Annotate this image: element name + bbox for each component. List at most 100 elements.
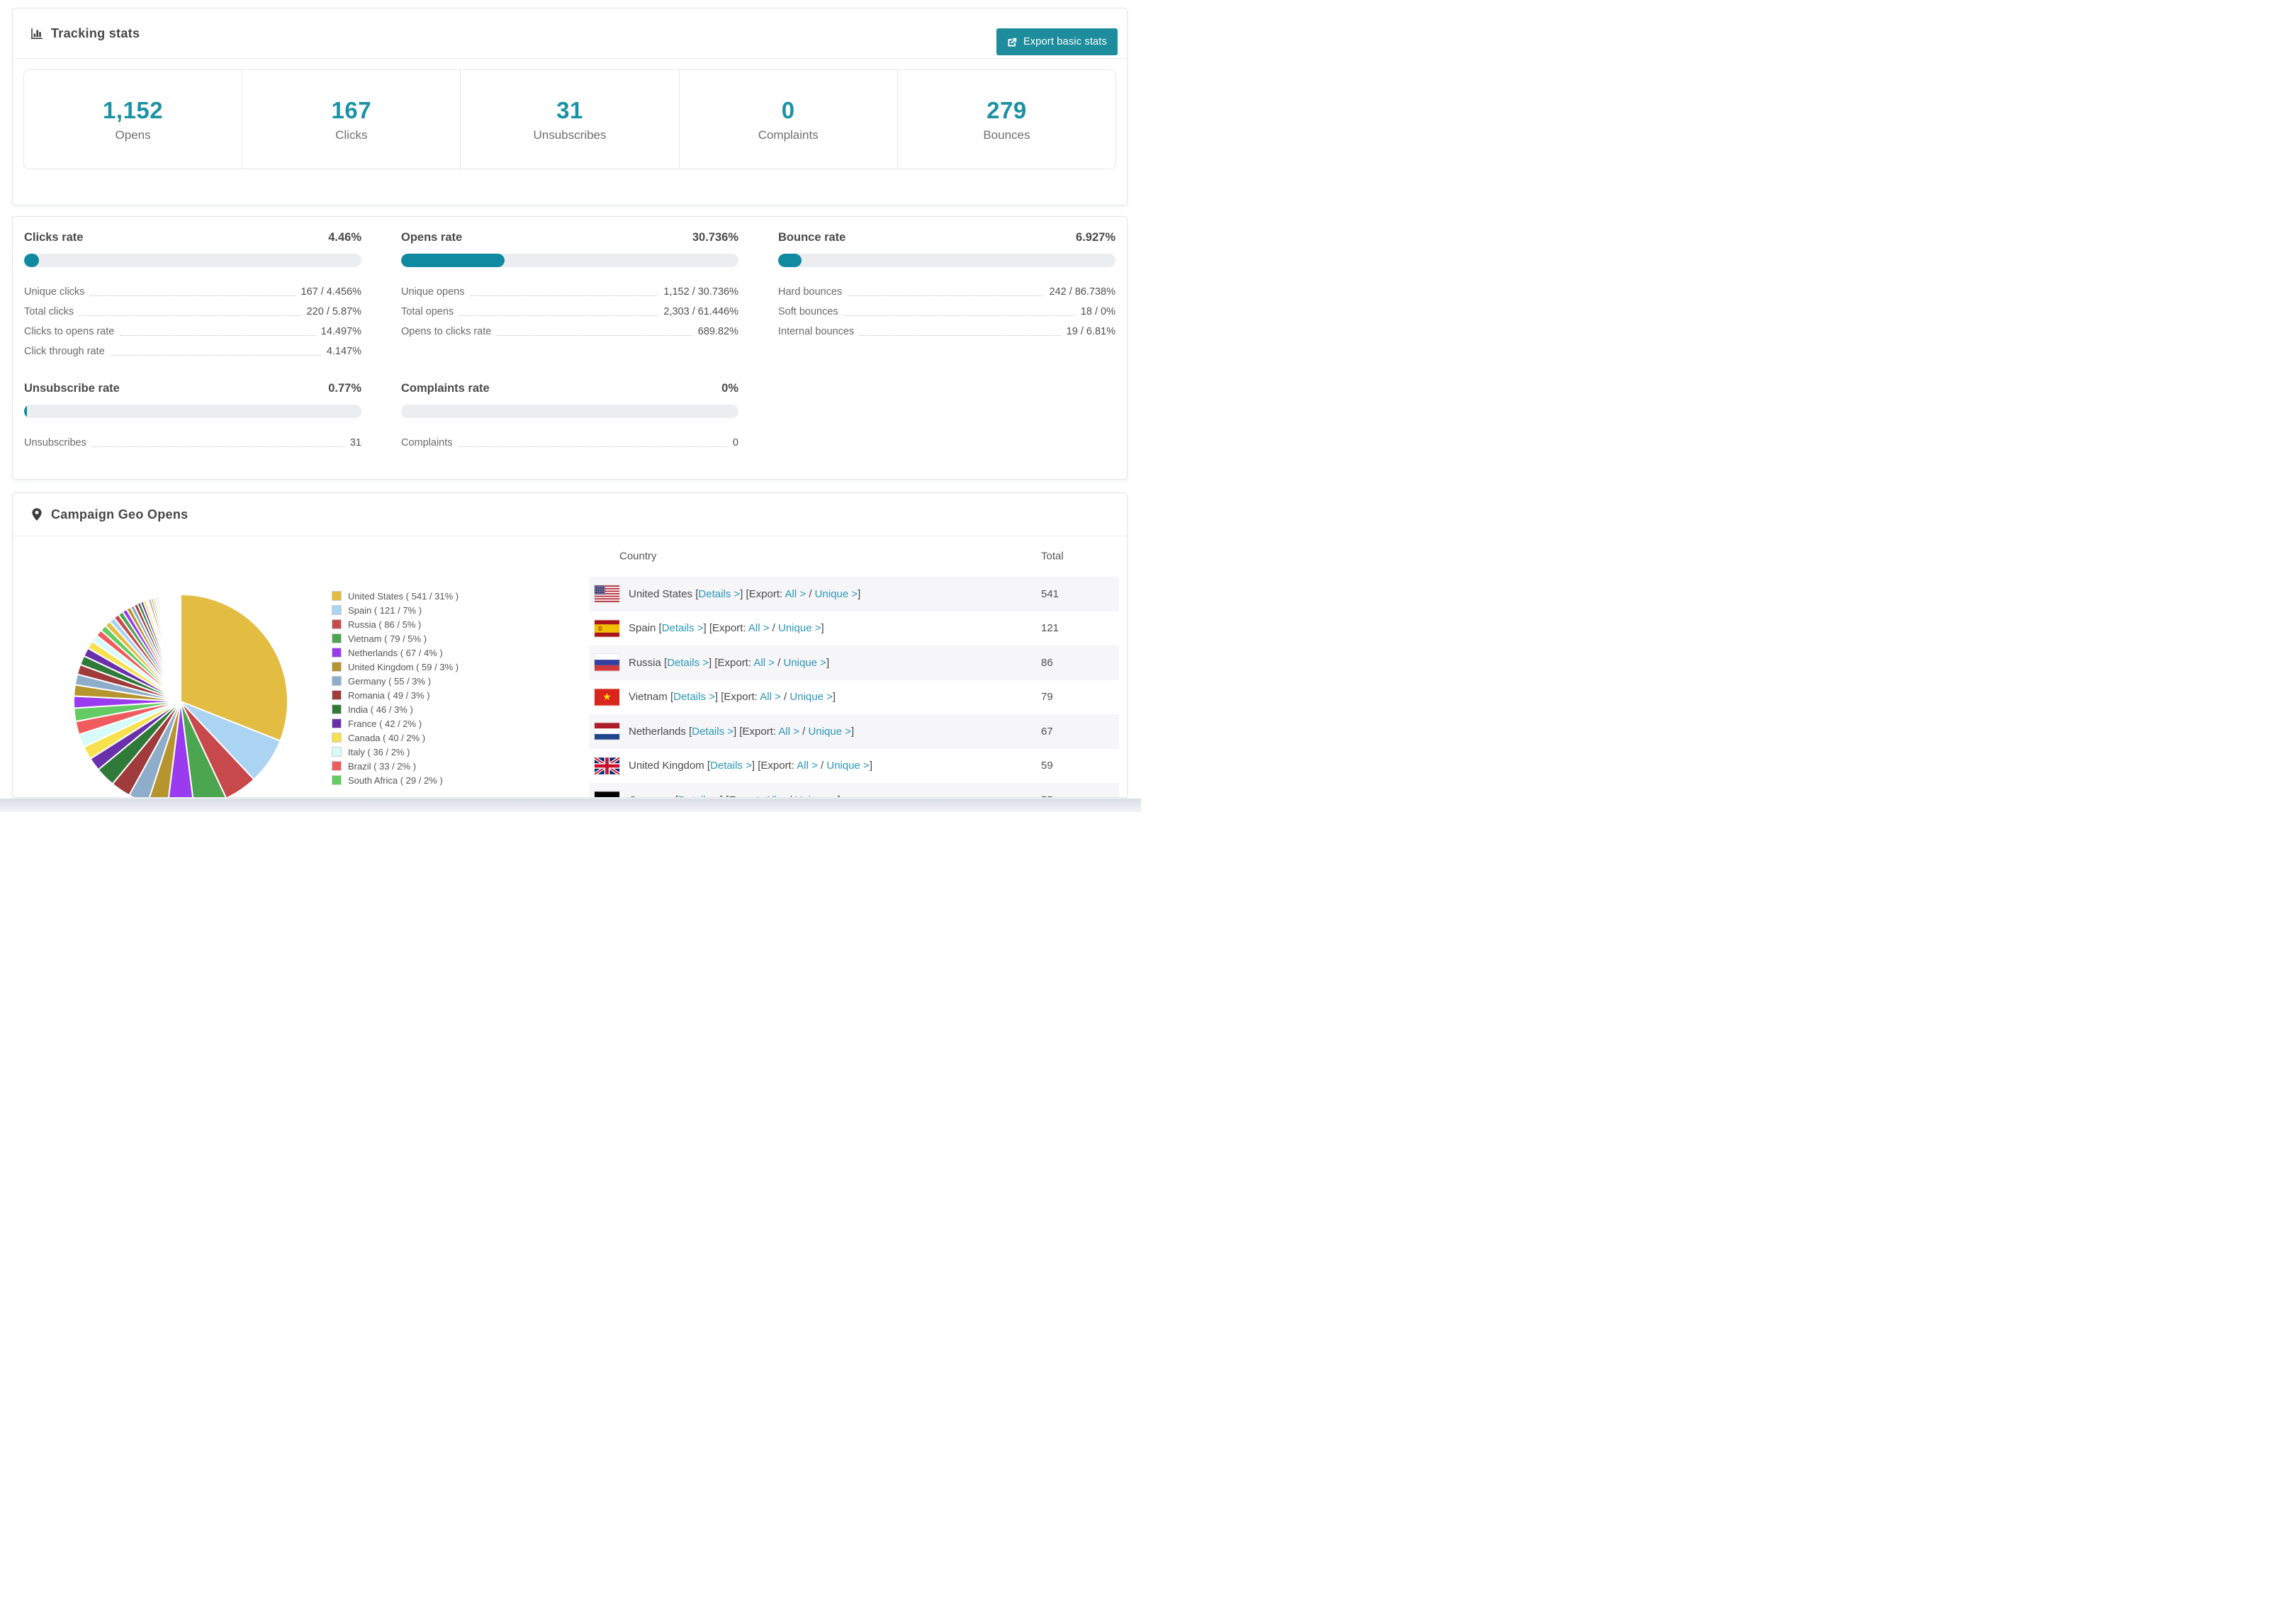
export-basic-stats-button[interactable]: Export basic stats — [996, 28, 1118, 55]
legend-label: Vietnam ( 79 / 5% ) — [348, 633, 427, 644]
rate-row-value: 1,152 / 30.736% — [663, 286, 738, 298]
legend-swatch — [332, 676, 342, 686]
rate-head: Complaints rate 0% — [401, 382, 738, 395]
legend-swatch — [332, 761, 342, 771]
rate-block-bounce-rate: Bounce rate 6.927% Hard bounces 242 / 86.73… — [778, 231, 1115, 359]
country-name: Spain — [629, 622, 659, 635]
stat-label: Complaints — [758, 128, 819, 142]
export-unique-link[interactable]: Unique > — [826, 760, 870, 772]
export-all-link[interactable]: All > — [753, 656, 775, 669]
rate-head: Bounce rate 6.927% — [778, 231, 1115, 244]
country-name: United Kingdom — [629, 760, 707, 772]
details-link[interactable]: Details > — [667, 656, 709, 669]
export-all-link[interactable]: All > — [778, 725, 799, 738]
country-column-header: Country — [619, 550, 657, 563]
pie-legend: United States ( 541 / 31% ) Spain ( 121 /… — [332, 590, 459, 786]
export-all-link[interactable]: All > — [797, 760, 818, 772]
rates-grid: Clicks rate 4.46% Unique clicks 167 / 4.456… — [13, 217, 1127, 451]
export-unique-link[interactable]: Unique > — [778, 622, 821, 635]
rate-row-label: Hard bounces — [778, 286, 843, 298]
rate-row-value: 2,303 / 61.446% — [663, 306, 738, 317]
legend-label: Russia ( 86 / 5% ) — [348, 619, 422, 630]
flag-ru-icon — [595, 654, 619, 671]
progress-bar — [401, 405, 738, 418]
legend-item-india: India ( 46 / 3% ) — [332, 704, 459, 715]
legend-label: South Africa ( 29 / 2% ) — [348, 774, 443, 786]
rate-row: Total clicks 220 / 5.87% — [24, 300, 361, 320]
tracking-card-header: Tracking stats Export basic stats — [13, 9, 1127, 59]
text: / — [806, 587, 815, 600]
flag-gb-icon — [595, 757, 619, 774]
total-column-header: Total — [1041, 550, 1064, 563]
export-all-link[interactable]: All > — [785, 587, 806, 600]
rate-row-label: Unsubscribes — [24, 437, 86, 449]
text: [ — [726, 794, 729, 797]
table-row-ru: Russia [Details >] [Export: All > / Uniq… — [589, 645, 1119, 680]
legend-swatch — [332, 690, 342, 700]
legend-label: Romania ( 49 / 3% ) — [348, 689, 430, 701]
legend-item-russia: Russia ( 86 / 5% ) — [332, 619, 459, 630]
text: ] — [751, 760, 758, 772]
details-link[interactable]: Details > — [661, 622, 704, 635]
rate-block-complaints-rate: Complaints rate 0% Complaints 0 — [401, 382, 738, 451]
rate-rows: Unsubscribes 31 — [24, 431, 361, 451]
export-unique-link[interactable]: Unique > — [814, 587, 858, 600]
legend-swatch — [332, 648, 342, 658]
rate-row-label: Click through rate — [24, 346, 105, 357]
rate-row-value: 14.497% — [320, 326, 361, 337]
legend-swatch — [332, 662, 342, 672]
dotted-leader — [120, 335, 315, 336]
stat-box-clicks: 167 Clicks — [242, 70, 461, 169]
stat-box-bounces: 279 Bounces — [898, 70, 1115, 169]
rate-row: Opens to clicks rate 689.82% — [401, 320, 738, 339]
rate-row-label: Total clicks — [24, 306, 74, 317]
flag-vn-icon — [595, 689, 619, 706]
text: [ — [709, 622, 713, 635]
legend-item-united-states: United States ( 541 / 31% ) — [332, 590, 459, 602]
legend-item-canada: Canada ( 40 / 2% ) — [332, 733, 459, 743]
rate-row: Unique opens 1,152 / 30.736% — [401, 280, 738, 300]
text: ] — [850, 725, 855, 738]
export-unique-link[interactable]: Unique > — [794, 794, 837, 797]
rate-row: Hard bounces 242 / 86.738% — [778, 280, 1115, 300]
text: Export: — [760, 760, 797, 772]
details-link[interactable]: Details > — [678, 794, 720, 797]
export-unique-link[interactable]: Unique > — [783, 656, 826, 669]
rate-row-label: Clicks to opens rate — [24, 326, 115, 337]
text: ] — [740, 587, 746, 600]
dotted-leader — [110, 355, 321, 356]
text: / — [769, 622, 778, 635]
rate-row-value: 220 / 5.87% — [306, 306, 361, 317]
export-unique-link[interactable]: Unique > — [808, 725, 851, 738]
rate-row-value: 242 / 86.738% — [1049, 286, 1115, 298]
dotted-leader — [470, 295, 658, 296]
dotted-leader — [860, 335, 1061, 336]
rate-row-label: Unique clicks — [24, 286, 85, 298]
table-row-nl: Netherlands [Details >] [Export: All > /… — [589, 714, 1119, 749]
stat-label: Bounces — [983, 128, 1030, 142]
total-value: 55 — [1041, 794, 1053, 797]
export-unique-link[interactable]: Unique > — [789, 691, 833, 704]
progress-fill — [401, 254, 505, 267]
export-all-link[interactable]: All > — [760, 691, 781, 704]
stat-box-unsubscribes: 31 Unsubscribes — [461, 70, 680, 169]
country-cell: Netherlands [Details >] [Export: All > /… — [629, 726, 854, 738]
stat-box-opens: 1,152 Opens — [24, 70, 243, 169]
text: / — [799, 725, 809, 738]
progress-fill — [24, 405, 27, 418]
dotted-leader — [459, 315, 658, 316]
details-link[interactable]: Details > — [673, 691, 715, 704]
export-all-link[interactable]: All > — [765, 794, 786, 797]
legend-label: Netherlands ( 67 / 4% ) — [348, 647, 443, 658]
export-all-link[interactable]: All > — [748, 622, 770, 635]
text: [ — [721, 691, 724, 704]
rate-rows: Complaints 0 — [401, 431, 738, 451]
details-link[interactable]: Details > — [710, 760, 752, 772]
legend-label: United States ( 541 / 31% ) — [348, 590, 459, 602]
total-value: 121 — [1041, 622, 1060, 635]
stat-value: 279 — [987, 96, 1027, 123]
details-link[interactable]: Details > — [692, 725, 734, 738]
details-link[interactable]: Details > — [698, 587, 741, 600]
rate-row-label: Complaints — [401, 437, 453, 449]
total-value: 59 — [1041, 760, 1053, 772]
